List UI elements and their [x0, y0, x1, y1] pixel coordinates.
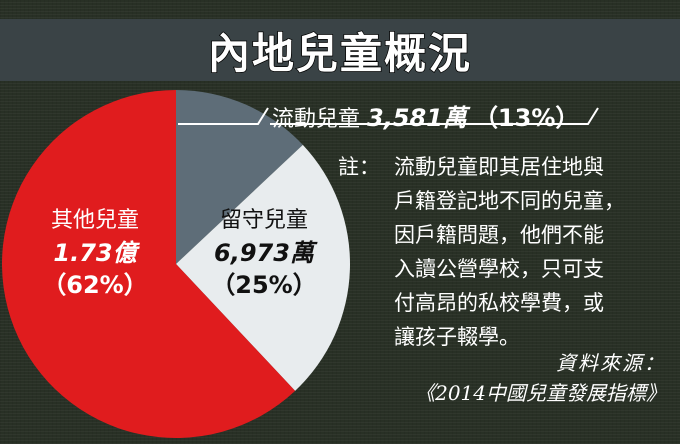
- note-text: 戶籍登記地不同的兒童，: [394, 189, 625, 213]
- pie-slice-left-behind: [176, 144, 350, 391]
- note-text: 因戶籍問題，他們不能: [394, 223, 604, 247]
- note-text: 流動兒童即其居住地與: [394, 155, 604, 179]
- migrant-label: 流動兒童 3,581萬 （13%）: [272, 98, 579, 133]
- note-text: 讓孩子輟學。: [394, 325, 520, 349]
- migrant-callout-line: [178, 107, 269, 125]
- note-text: 付高昂的私校學費，或: [394, 291, 604, 315]
- title-banner: 內地兒童概況: [0, 19, 680, 81]
- migrant-value: 3,581萬: [367, 104, 467, 132]
- other-percent: （62%）: [42, 271, 148, 299]
- source-label: 資料來源：: [556, 351, 666, 375]
- note-line: 讓孩子輟學。: [338, 320, 674, 354]
- left-behind-percent: （25%）: [211, 271, 317, 299]
- migrant-name: 流動兒童: [272, 107, 361, 132]
- migrant-percent: （13%）: [473, 104, 580, 132]
- note-prefix: 註：: [338, 155, 380, 179]
- left-behind-value: 6,973萬: [214, 239, 314, 267]
- note-line: 付高昂的私校學費，或: [338, 286, 674, 320]
- left-behind-name: 留守兒童: [219, 208, 308, 233]
- source: 資料來源： 《2014中國兒童發展指標》: [415, 348, 666, 408]
- note-line: 因戶籍問題，他們不能: [338, 218, 674, 252]
- other-name: 其他兒童: [50, 208, 139, 233]
- chart-title: 內地兒童概況: [207, 28, 472, 79]
- note-line: 入讀公營學校，只可支: [338, 252, 674, 286]
- migrant-callout-underline: [270, 107, 599, 125]
- note-line: 註： 流動兒童即其居住地與: [338, 150, 674, 184]
- other-value: 1.73億: [53, 239, 137, 267]
- left-behind-label: 留守兒童 6,973萬 （25%）: [196, 206, 332, 300]
- pie-slice-other: [1, 90, 296, 438]
- note-text: 入讀公營學校，只可支: [394, 257, 604, 281]
- note-line: 戶籍登記地不同的兒童，: [338, 184, 674, 218]
- source-publication: 《2014中國兒童發展指標》: [415, 381, 666, 405]
- other-label: 其他兒童 1.73億 （62%）: [20, 206, 170, 300]
- note: 註： 流動兒童即其居住地與 戶籍登記地不同的兒童， 因戶籍問題，他們不能 入讀公…: [338, 150, 674, 354]
- pie-slice-migrant: [176, 90, 303, 264]
